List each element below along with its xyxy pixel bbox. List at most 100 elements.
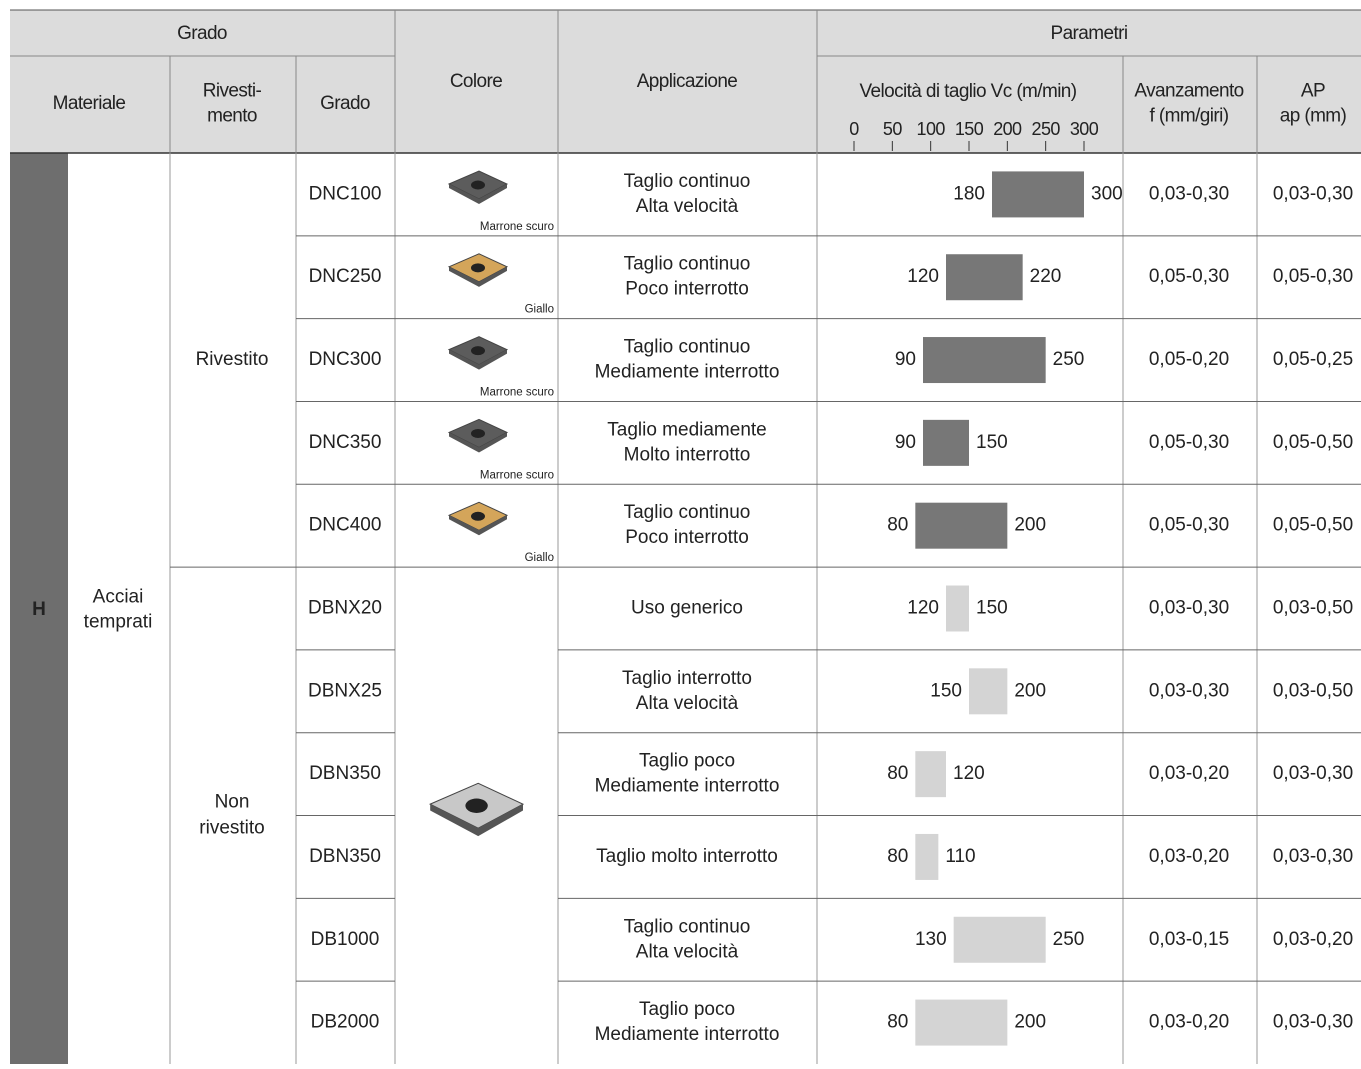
coating: Rivestito: [196, 349, 269, 370]
color-label: Giallo: [525, 552, 554, 564]
header-bg: [10, 10, 1361, 153]
application: Taglio continuo: [624, 502, 751, 523]
speed-max: 110: [945, 846, 975, 867]
speed-min: 130: [915, 929, 947, 950]
insert-side: [449, 515, 507, 536]
axis-tick-label: 250: [1032, 119, 1061, 139]
insert-side: [449, 349, 507, 370]
insert-side: [449, 432, 507, 453]
speed-bar: [923, 337, 1046, 384]
axis-tick-label: 300: [1070, 119, 1099, 139]
grade: DB2000: [311, 1012, 380, 1033]
speed-bar: [915, 502, 1008, 549]
application: Mediamente interrotto: [595, 362, 780, 383]
application: Taglio poco: [639, 999, 735, 1020]
header: Colore: [450, 71, 502, 92]
ap: 0,03-0,30: [1273, 183, 1353, 204]
speed-min: 150: [930, 680, 962, 701]
insert-side: [449, 266, 507, 287]
speed-max: 200: [1014, 680, 1046, 701]
feed: 0,05-0,30: [1149, 432, 1229, 453]
speed-bar: [992, 171, 1084, 218]
feed: 0,03-0,30: [1149, 680, 1229, 701]
insert-hole: [471, 428, 485, 438]
material-code-bg: [10, 153, 68, 1064]
ap: 0,05-0,50: [1273, 515, 1353, 536]
speed-min: 90: [895, 432, 916, 453]
material-name: temprati: [84, 612, 153, 633]
speed-max: 250: [1053, 349, 1085, 370]
speed-max: 300: [1091, 183, 1123, 204]
ap: 0,05-0,50: [1273, 432, 1353, 453]
grade: DB1000: [311, 929, 380, 950]
coating: rivestito: [199, 818, 264, 839]
application: Poco interrotto: [625, 279, 749, 300]
application: Uso generico: [631, 598, 743, 619]
grade: DBN350: [309, 763, 381, 784]
header: Rivesti-: [203, 81, 262, 102]
header: f (mm/giri): [1150, 106, 1229, 127]
speed-max: 150: [976, 598, 1008, 619]
header: Applicazione: [637, 71, 738, 92]
insert-hole: [471, 180, 485, 190]
header: Parametri: [1051, 23, 1128, 44]
speed-min: 90: [895, 349, 916, 370]
speed-bar: [969, 668, 1008, 715]
ap: 0,05-0,25: [1273, 349, 1353, 370]
speed-max: 250: [1053, 929, 1085, 950]
speed-max: 120: [953, 763, 985, 784]
application: Mediamente interrotto: [595, 1024, 780, 1045]
speed-bar: [915, 999, 1008, 1046]
grade: DNC400: [309, 515, 382, 536]
application: Taglio continuo: [624, 916, 751, 937]
grade: DBNX25: [308, 680, 382, 701]
grade: DBN350: [309, 846, 381, 867]
speed-min: 80: [887, 763, 908, 784]
speed-min: 180: [953, 183, 985, 204]
speed-bar: [946, 254, 1023, 301]
speed-min: 120: [907, 266, 939, 287]
speed-max: 220: [1030, 266, 1062, 287]
header: AP: [1301, 81, 1325, 102]
feed: 0,03-0,20: [1149, 846, 1229, 867]
speed-max: 150: [976, 432, 1008, 453]
application: Taglio continuo: [624, 171, 751, 192]
speed-bar: [915, 751, 946, 798]
header: ap (mm): [1280, 106, 1347, 127]
speed-bar: [946, 585, 969, 632]
coating: Non: [215, 792, 250, 813]
feed: 0,05-0,30: [1149, 266, 1229, 287]
insert-hole: [471, 263, 485, 273]
header: mento: [207, 106, 257, 127]
speed-min: 80: [887, 1012, 908, 1033]
ap: 0,03-0,50: [1273, 598, 1353, 619]
insert-side: [449, 184, 507, 204]
ap: 0,03-0,30: [1273, 846, 1353, 867]
speed-min: 80: [887, 515, 908, 536]
ap: 0,03-0,30: [1273, 763, 1353, 784]
ap: 0,03-0,20: [1273, 929, 1353, 950]
axis-tick-label: 0: [849, 119, 859, 139]
speed-max: 200: [1014, 1012, 1046, 1033]
header: Avanzamento: [1134, 81, 1243, 102]
feed: 0,05-0,20: [1149, 349, 1229, 370]
speed-bar: [923, 419, 969, 466]
application: Alta velocità: [636, 941, 739, 962]
feed: 0,03-0,30: [1149, 598, 1229, 619]
speed-bar: [915, 833, 939, 880]
application: Taglio interrotto: [622, 668, 752, 689]
color-label: Marrone scuro: [480, 469, 554, 481]
grade: DNC300: [309, 349, 382, 370]
speed-min: 80: [887, 846, 908, 867]
application: Poco interrotto: [625, 527, 749, 548]
application: Taglio mediamente: [607, 419, 766, 440]
feed: 0,03-0,15: [1149, 929, 1229, 950]
grade: DNC250: [309, 266, 382, 287]
ap: 0,03-0,50: [1273, 680, 1353, 701]
grade: DNC350: [309, 432, 382, 453]
application: Taglio poco: [639, 751, 735, 772]
feed: 0,03-0,20: [1149, 1012, 1229, 1033]
grade: DBNX20: [308, 598, 382, 619]
